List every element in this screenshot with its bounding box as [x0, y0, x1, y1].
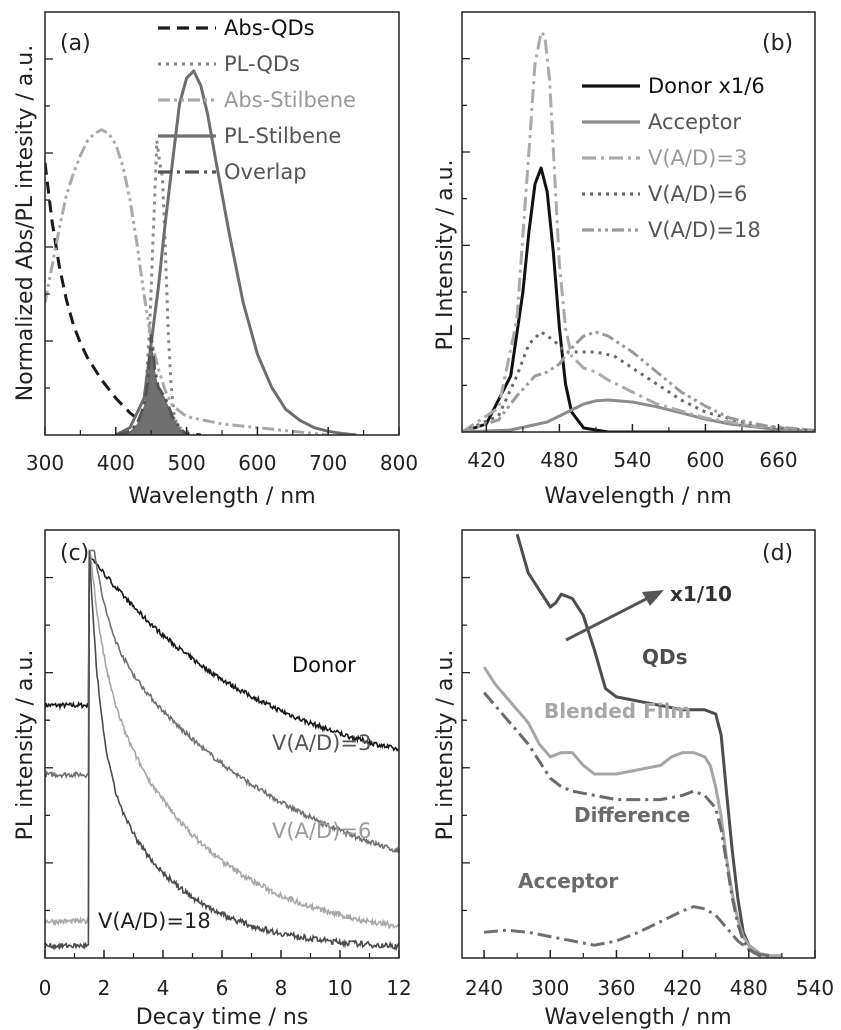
decay-curve-1 [45, 549, 399, 854]
x-tick-label: 480 [540, 448, 578, 472]
series-line-2 [462, 30, 815, 432]
legend-label: V(A/D)=18 [648, 218, 761, 242]
legend-label: Overlap [224, 160, 307, 184]
x-tick-label: 540 [796, 976, 834, 1000]
x-tick-label: 480 [730, 976, 768, 1000]
plot-frame [461, 529, 816, 959]
legend-label: Acceptor [648, 110, 741, 134]
x-scale-arrow [565, 590, 664, 642]
x-tick-label: 10 [327, 976, 352, 1000]
panel-a: (a) 300 400 500 600 700 800 Abs-QDsPL-QDsAbs-… [13, 11, 418, 509]
panel-a-ylabel: Normalized Abs/PL intesity / a.u. [13, 45, 38, 401]
decay-curve-3 [45, 550, 399, 952]
panel-a-xlabel: Wavelength / nm [128, 484, 315, 509]
panel-d: (d) 240 300 360 420 480 540 QDs Blended Film Di… [433, 529, 834, 1030]
panel-a-tag: (a) [60, 31, 91, 56]
x-tick-label: 600 [686, 448, 724, 472]
legend-label: Abs-QDs [224, 16, 315, 40]
series-line-4 [115, 334, 188, 435]
series-line-3 [483, 905, 772, 958]
x-tick-label: 6 [216, 976, 229, 1000]
panel-d-xlabel: Wavelength / nm [544, 1005, 731, 1030]
x-tick-label: 660 [759, 448, 797, 472]
x-tick-label: 400 [97, 451, 135, 475]
series-line-3 [462, 330, 815, 432]
plot-frame [461, 11, 816, 433]
panel-c: (c) 0 2 4 6 8 10 12 Donor V(A/D)=3 V(A/D)=6 V(A/D… [13, 529, 412, 1030]
x-tick-label: 240 [465, 976, 503, 1000]
series-line-2 [45, 128, 329, 435]
panel-b-legend: Donor x1/6 Acceptor V(A/D)=3 V(A/D)=6 V(A/D)… [582, 74, 765, 242]
x-tick-label: 540 [613, 448, 651, 472]
x-tick-label: 2 [98, 976, 111, 1000]
decay-label-0: Donor [292, 653, 356, 677]
x-tick-label: 12 [386, 976, 411, 1000]
decay-curve-2 [45, 549, 399, 930]
series-line-1 [462, 398, 815, 432]
decay-label-1: V(A/D)=3 [272, 731, 371, 755]
x-tick-label: 4 [157, 976, 170, 1000]
curve-label-2: Difference [574, 803, 690, 827]
decay-curve-0 [45, 551, 399, 752]
x-tick-label: 420 [467, 448, 505, 472]
series-line-4 [462, 330, 815, 432]
x-tick-label: 360 [597, 976, 635, 1000]
curve-label-1: Blended Film [544, 699, 691, 723]
x-tick-label: 0 [39, 976, 52, 1000]
legend-label: Abs-Stilbene [224, 88, 356, 112]
plot-frame [44, 11, 400, 436]
legend-label: V(A/D)=3 [648, 146, 747, 170]
panel-b: (b) 420 480 540 600 660 Donor x1/6 Acceptor V(… [433, 11, 816, 509]
x-tick-label: 700 [309, 451, 347, 475]
decay-label-3: V(A/D)=18 [98, 909, 211, 933]
legend-label: PL-Stilbene [224, 124, 341, 148]
panel-d-ylabel: PL intensity / a.u. [433, 650, 458, 841]
x-tick-label: 800 [380, 451, 418, 475]
legend-label: PL-QDs [224, 52, 300, 76]
panel-b-ylabel: PL Intensity / a.u. [433, 159, 458, 350]
x-tick-label: 300 [531, 976, 569, 1000]
curve-label-0: QDs [642, 645, 688, 669]
series-line-2 [482, 691, 771, 958]
legend-label: V(A/D)=6 [648, 182, 747, 206]
panel-b-xlabel: Wavelength / nm [544, 484, 731, 509]
decay-label-2: V(A/D)=6 [272, 819, 371, 843]
panel-c-ylabel: PL intensity / a.u. [13, 650, 38, 841]
x-tick-label: 420 [664, 976, 702, 1000]
x-tick-label: 500 [168, 451, 206, 475]
x-tick-label: 8 [275, 976, 288, 1000]
panel-d-tag: (d) [762, 541, 793, 566]
x-scale-label: x1/10 [670, 582, 732, 606]
series-line-0 [45, 162, 201, 435]
legend-label: Donor x1/6 [648, 74, 765, 98]
curve-label-3: Acceptor [518, 869, 618, 893]
x-tick-label: 300 [26, 451, 64, 475]
panel-b-tag: (b) [762, 31, 793, 56]
series-line-0 [462, 166, 815, 432]
panel-c-xlabel: Decay time / ns [136, 1005, 309, 1030]
x-tick-label: 600 [238, 451, 276, 475]
panel-c-tag: (c) [60, 541, 89, 566]
panel-a-legend: Abs-QDs PL-QDs Abs-Stilbene PL-Stilbene Over… [158, 16, 356, 184]
